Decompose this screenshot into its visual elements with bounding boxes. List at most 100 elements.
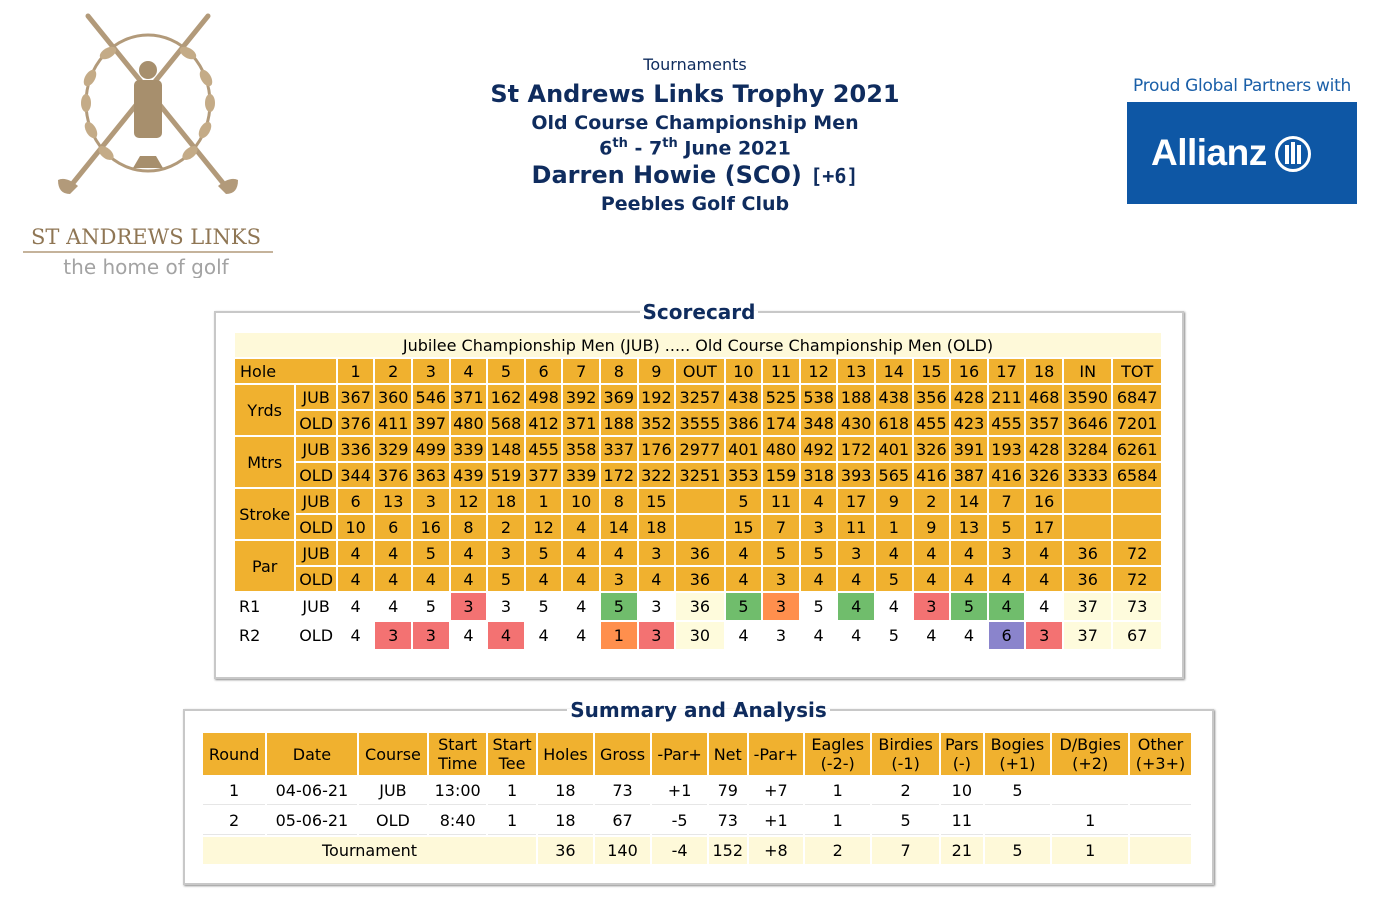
hole-score: 3 xyxy=(375,622,412,649)
scorecard-cell: 17 xyxy=(838,489,874,513)
summary-cell xyxy=(1129,807,1191,835)
scorecard-cell: 9 xyxy=(876,489,912,513)
summary-column-header: Gross xyxy=(594,733,651,775)
crest-icon: ST ANDREWS LINKS the home of golf xyxy=(23,13,273,279)
player-name: Darren Howie (SCO) [+6] xyxy=(531,161,859,190)
header-line: (+1) xyxy=(999,754,1036,773)
hole-score: 3 xyxy=(763,622,799,649)
header-line: Gross xyxy=(599,744,646,764)
summary-total-cell: 1 xyxy=(1052,837,1128,864)
scorecard-cell: 3 xyxy=(838,541,874,565)
scorecard-row: Par JUB 4 4 5 4 3 5 4 4 3 36 4 5 5 3 4 4 4 3 4 36 72 xyxy=(235,541,1161,591)
scorecard-cell: 4 xyxy=(951,567,987,591)
club-name: Peebles Golf Club xyxy=(600,193,790,216)
scorecard-row: Yrds JUB 367 360 546 371 162 498 392 369 192 3257 43… xyxy=(235,385,1161,435)
summary-cell: 18 xyxy=(538,807,593,835)
scorecard-cell: 412 xyxy=(525,411,562,435)
hole-score: 4 xyxy=(951,622,987,649)
summary-cell xyxy=(984,807,1051,835)
scorecard-cell: 352 xyxy=(638,411,675,435)
scorecard-cell: 329 xyxy=(375,437,412,461)
scorecard-cell: 172 xyxy=(600,463,637,487)
summary-cell: 1 xyxy=(1052,807,1128,835)
hole-score: 4 xyxy=(988,593,1025,620)
summary-cell: 1 xyxy=(488,807,537,835)
summary-cell: 11 xyxy=(941,807,983,835)
hole-score: 5 xyxy=(600,593,637,620)
scorecard-cell: 4 xyxy=(563,515,599,539)
header-line: Round xyxy=(208,744,260,764)
scorecard-cell xyxy=(1063,489,1112,513)
summary-cell: 1 xyxy=(203,777,266,805)
summary-cell: 67 xyxy=(594,807,651,835)
header-line: D/Bgies xyxy=(1059,735,1121,754)
header-line: Start xyxy=(492,735,532,754)
hole-score: 3 xyxy=(638,622,675,649)
hole-number: 18 xyxy=(1026,359,1062,383)
header-line: (-1) xyxy=(891,754,920,773)
summary-legend: Summary and Analysis xyxy=(570,698,827,722)
summary-total-label: Tournament xyxy=(203,837,537,864)
scorecard-cell: 4 xyxy=(337,567,374,591)
st-andrews-links-logo[interactable]: ST ANDREWS LINKS the home of golf xyxy=(18,8,283,279)
scorecard-cell: 4 xyxy=(913,567,950,591)
scorecard-cell: 397 xyxy=(413,411,449,435)
summary-column-header: Start Tee xyxy=(488,733,537,775)
scorecard-cell: 176 xyxy=(638,437,675,461)
summary-total-cell: 5 xyxy=(984,837,1051,864)
scorecard-cell: 4 xyxy=(725,567,762,591)
header-line: Time xyxy=(438,754,478,773)
hole-score: 5 xyxy=(876,622,912,649)
hole-score: 3 xyxy=(413,622,449,649)
tee-label: JUB xyxy=(296,385,336,409)
summary-cell: 18 xyxy=(538,777,593,805)
scorecard-cell: 7 xyxy=(988,489,1025,513)
summary-cell: -5 xyxy=(652,807,707,835)
event-dates: 6th - 7th June 2021 xyxy=(599,136,791,160)
hole-score: 3 xyxy=(638,593,675,620)
summary-column-header: Round xyxy=(203,733,266,775)
section-label[interactable]: Tournaments xyxy=(643,55,747,74)
scorecard-cell: 4 xyxy=(800,489,837,513)
scorecard-cell: 10 xyxy=(337,515,374,539)
scorecard-cell: 546 xyxy=(413,385,449,409)
scorecard-cell: 455 xyxy=(988,411,1025,435)
scorecard-cell: 36 xyxy=(1063,541,1112,565)
partner-banner[interactable]: Proud Global Partners with Allianz xyxy=(1127,76,1357,204)
scorecard-cell: 4 xyxy=(1026,541,1062,565)
scorecard-cell: 480 xyxy=(763,437,799,461)
scorecard-cell: 3 xyxy=(488,541,524,565)
scorecard-cell: 519 xyxy=(488,463,524,487)
scorecard-cell: 72 xyxy=(1113,541,1161,565)
scorecard-cell: 11 xyxy=(838,515,874,539)
header-line: -Par+ xyxy=(657,744,702,764)
summary-column-header: Birdies (-1) xyxy=(872,733,940,775)
scorecard-cell: 428 xyxy=(1026,437,1062,461)
allianz-logo[interactable]: Allianz xyxy=(1127,102,1357,204)
scorecard-cell: 4 xyxy=(563,567,599,591)
scorecard-cell: 4 xyxy=(525,567,562,591)
scorecard-legend: Scorecard xyxy=(642,300,756,324)
scorecard-cell: 4 xyxy=(450,567,487,591)
scorecard-cell: 4 xyxy=(413,567,449,591)
scorecard-cell: 5 xyxy=(800,541,837,565)
scorecard-cell: 4 xyxy=(375,567,412,591)
scorecard-cell: 4 xyxy=(638,567,675,591)
scorecard-cell: 5 xyxy=(876,567,912,591)
scorecard-cell: 8 xyxy=(450,515,487,539)
scorecard-cell: 1 xyxy=(876,515,912,539)
summary-header-row: Round Date Course Start Time Start Tee Holes Gro… xyxy=(203,733,1191,775)
scorecard-cell: 159 xyxy=(763,463,799,487)
scorecard-cell: 339 xyxy=(450,437,487,461)
tee-label: OLD xyxy=(296,463,336,487)
scorecard-table: Jubilee Championship Men (JUB) ..... Old… xyxy=(233,331,1163,651)
header-line: Birdies xyxy=(878,735,933,754)
hole-number: 12 xyxy=(800,359,837,383)
scorecard-row: Stroke JUB 6 13 3 12 18 1 10 8 15 5 11 4 17 9 2 14 7 16 xyxy=(235,489,1161,539)
handicap: [+6] xyxy=(810,164,859,189)
scorecard-cell: 6584 xyxy=(1113,463,1161,487)
scorecard-cell: 416 xyxy=(988,463,1025,487)
scorecard-cell: 4 xyxy=(1026,567,1062,591)
summary-round-row: 1 04-06-21 JUB 13:00 1 18 73 +1 79 +7 1 2 10 5 xyxy=(203,777,1191,805)
hole-score: 73 xyxy=(1113,593,1161,620)
